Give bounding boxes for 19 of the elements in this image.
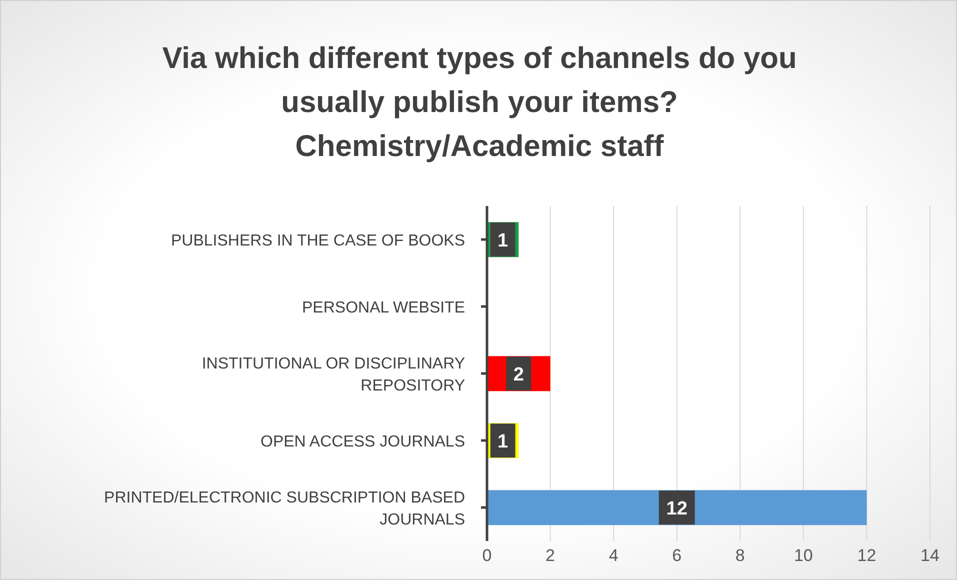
y-tick-label: PERSONAL WEBSITE [302,300,465,316]
bar [487,490,867,526]
data-label: 1 [498,230,509,252]
x-tick-label: 0 [482,546,492,566]
x-tick-label: 6 [672,546,682,566]
x-tick-label: 8 [735,546,745,566]
x-tick-label: 14 [920,546,940,566]
data-label: 12 [666,498,688,520]
data-label: 1 [498,432,509,453]
chart-title: Via which different types of channels do you usually publish your items? Chemistry/Academic staff [161,41,798,165]
data-label: 2 [513,364,524,386]
x-tick-label: 4 [608,546,618,566]
x-tick-label: 10 [794,546,813,566]
y-tick-label: PUBLISHERS IN THE CASE OF BOOKS [171,232,465,250]
y-tick-label: INSTITUTIONAL OR DISCIPLINARY REPOSITORY [202,356,466,394]
x-tick-label: 2 [546,546,556,566]
y-tick-label: OPEN ACCESS JOURNALS [260,434,465,450]
x-tick-label: 12 [857,546,876,566]
y-tick-label: PRINTED/ELECTRONIC SUBSCRIPTION BASED JOURNALS [104,490,465,528]
